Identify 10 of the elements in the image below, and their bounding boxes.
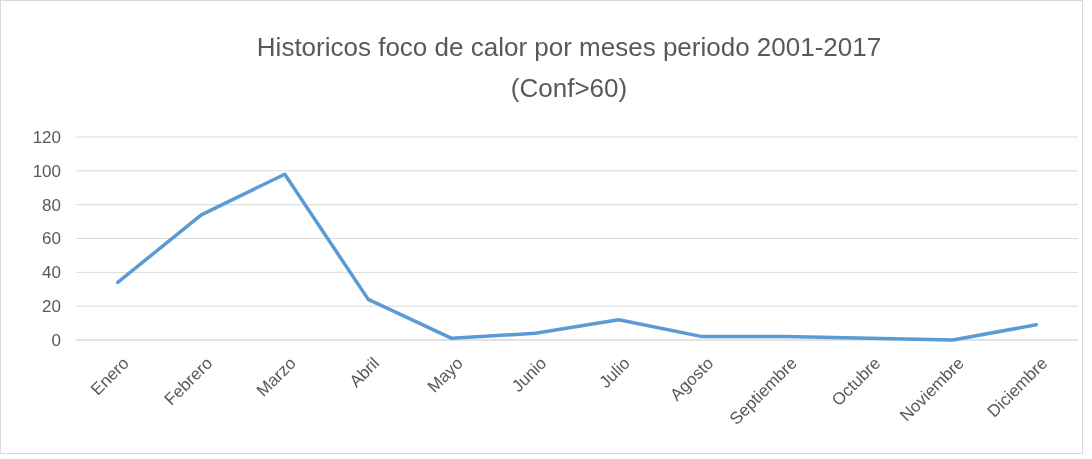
line-series [116, 172, 1038, 342]
y-tick-label: 40 [42, 263, 61, 283]
y-tick-label: 0 [51, 330, 61, 350]
y-tick-label: 120 [32, 127, 61, 147]
y-tick-label: 20 [42, 297, 61, 317]
y-tick-label: 80 [42, 195, 61, 215]
y-tick-label: 60 [42, 229, 61, 249]
chart-subtitle: (Conf>60) [510, 73, 628, 103]
chart-title: Historicos foco de calor por meses periodo 2001-2017 [256, 32, 882, 62]
y-tick-label: 100 [32, 161, 61, 181]
